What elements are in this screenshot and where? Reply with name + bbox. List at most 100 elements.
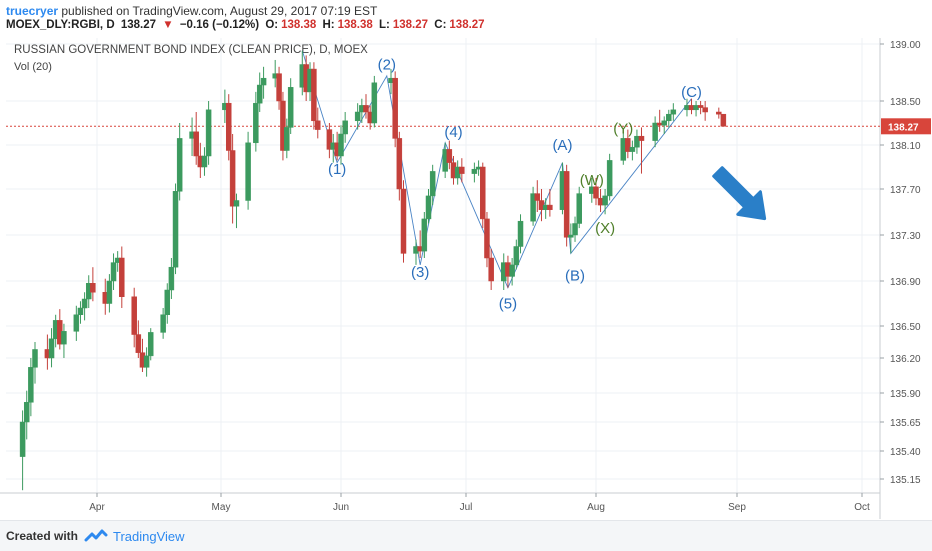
candle-body [688,105,695,111]
last-price-badge [881,118,931,135]
forecast-down-arrow-icon [712,166,767,221]
candle-body [634,135,640,148]
candle-body [260,77,267,86]
published-text: published on TradingView.com, August 29,… [61,4,378,18]
candle-body [168,266,175,291]
candle-body [693,105,699,111]
x-tick-label: Oct [854,502,870,513]
y-tick-label: 136.90 [890,277,921,288]
candle-body [338,133,344,157]
candle-body [429,171,436,197]
candle-body [720,113,727,127]
y-tick-label: 137.70 [890,185,921,196]
candle-body [638,135,645,141]
candle-body [245,142,251,201]
y-tick-label: 136.50 [890,322,921,333]
y-tick-label: 137.30 [890,231,921,242]
last-price: 138.27 [120,19,157,31]
candle-body [697,105,704,108]
candle-body [572,223,578,236]
candle-body [421,218,428,252]
close-label: C: [434,19,447,31]
down-arrow-icon: ▼ [162,19,174,31]
candle-body [73,314,80,332]
candle-body [61,331,67,345]
candle-body [400,188,407,254]
candle-body [363,105,369,113]
candle-body [446,149,453,163]
candle-body [135,334,142,353]
chart-subtitle: Vol (20) [14,61,52,73]
candle-body [311,68,317,122]
candle-body [48,338,55,359]
candle-body [652,122,658,141]
x-tick-label: May [212,502,231,513]
candle-body [576,193,582,224]
candle-body [684,105,690,111]
candle-body [225,102,232,151]
candle-body [547,204,553,210]
last-price-label: 138.27 [888,122,919,133]
candle-body [517,220,524,247]
candle-body [534,193,541,201]
candle-body [287,87,294,128]
x-tick-label: Jun [333,502,349,513]
candle-body [276,73,282,102]
high-label: H: [322,19,335,31]
candle-body [670,109,677,115]
open-value: 138.38 [281,19,317,31]
candle-body [656,122,663,126]
candle-body [193,131,199,157]
candle-body [716,111,722,115]
candle-body [606,160,613,197]
chart-area[interactable]: 139.00 138.50 138.10 137.70 137.30 136.90 136.… [0,38,932,520]
candle-body [28,367,34,403]
candle-body [23,402,30,423]
candle-body [602,195,608,206]
tradingview-brand[interactable]: TradingView [113,529,185,544]
low-value: 138.27 [392,19,429,31]
candlestick-chart[interactable]: 139.00 138.50 138.10 137.70 137.30 136.90 136.… [0,38,932,520]
candle-body [597,197,604,206]
wave-label: (1) [328,161,346,178]
y-tick-label: 138.10 [890,141,921,152]
candle-body [530,193,536,222]
high-value: 138.38 [337,19,373,31]
wave-label: (B) [565,267,585,284]
candle-body [19,421,26,457]
candle-body [147,332,154,357]
candle-body [326,129,333,150]
x-tick-label: Jul [460,502,473,513]
candle-body [160,314,166,333]
y-tick-label: 139.00 [890,40,921,51]
candle-body [484,218,490,259]
candle-body [459,166,465,174]
candle-body [661,120,667,126]
y-tick-label: 135.15 [890,475,921,486]
x-tick-label: Aug [587,502,605,513]
candle-body [164,289,171,315]
y-tick-label: 138.50 [890,97,921,108]
candle-body [509,264,515,277]
wave-label: (X) [595,220,615,237]
wave-label: (3) [411,264,429,281]
footer-bar: Created with TradingView [0,520,932,551]
candle-body [143,355,150,368]
symbol-label: MOEX_DLY:RGBI, D [6,19,115,31]
open-label: O: [265,19,279,31]
wave-label: (2) [378,57,396,74]
candle-body [205,109,212,157]
candle-body [342,120,348,135]
candle-body [563,171,570,238]
candle-body [354,111,361,122]
candle-body [620,138,627,161]
author-link[interactable]: truecryer [6,4,59,18]
candle-body [396,138,403,190]
candle-body [229,150,236,207]
candle-body [513,246,520,266]
candle-body [90,283,96,293]
y-tick-label: 135.40 [890,447,921,458]
candle-body [666,113,672,122]
candle-body [106,280,113,304]
candle-body [593,186,599,199]
